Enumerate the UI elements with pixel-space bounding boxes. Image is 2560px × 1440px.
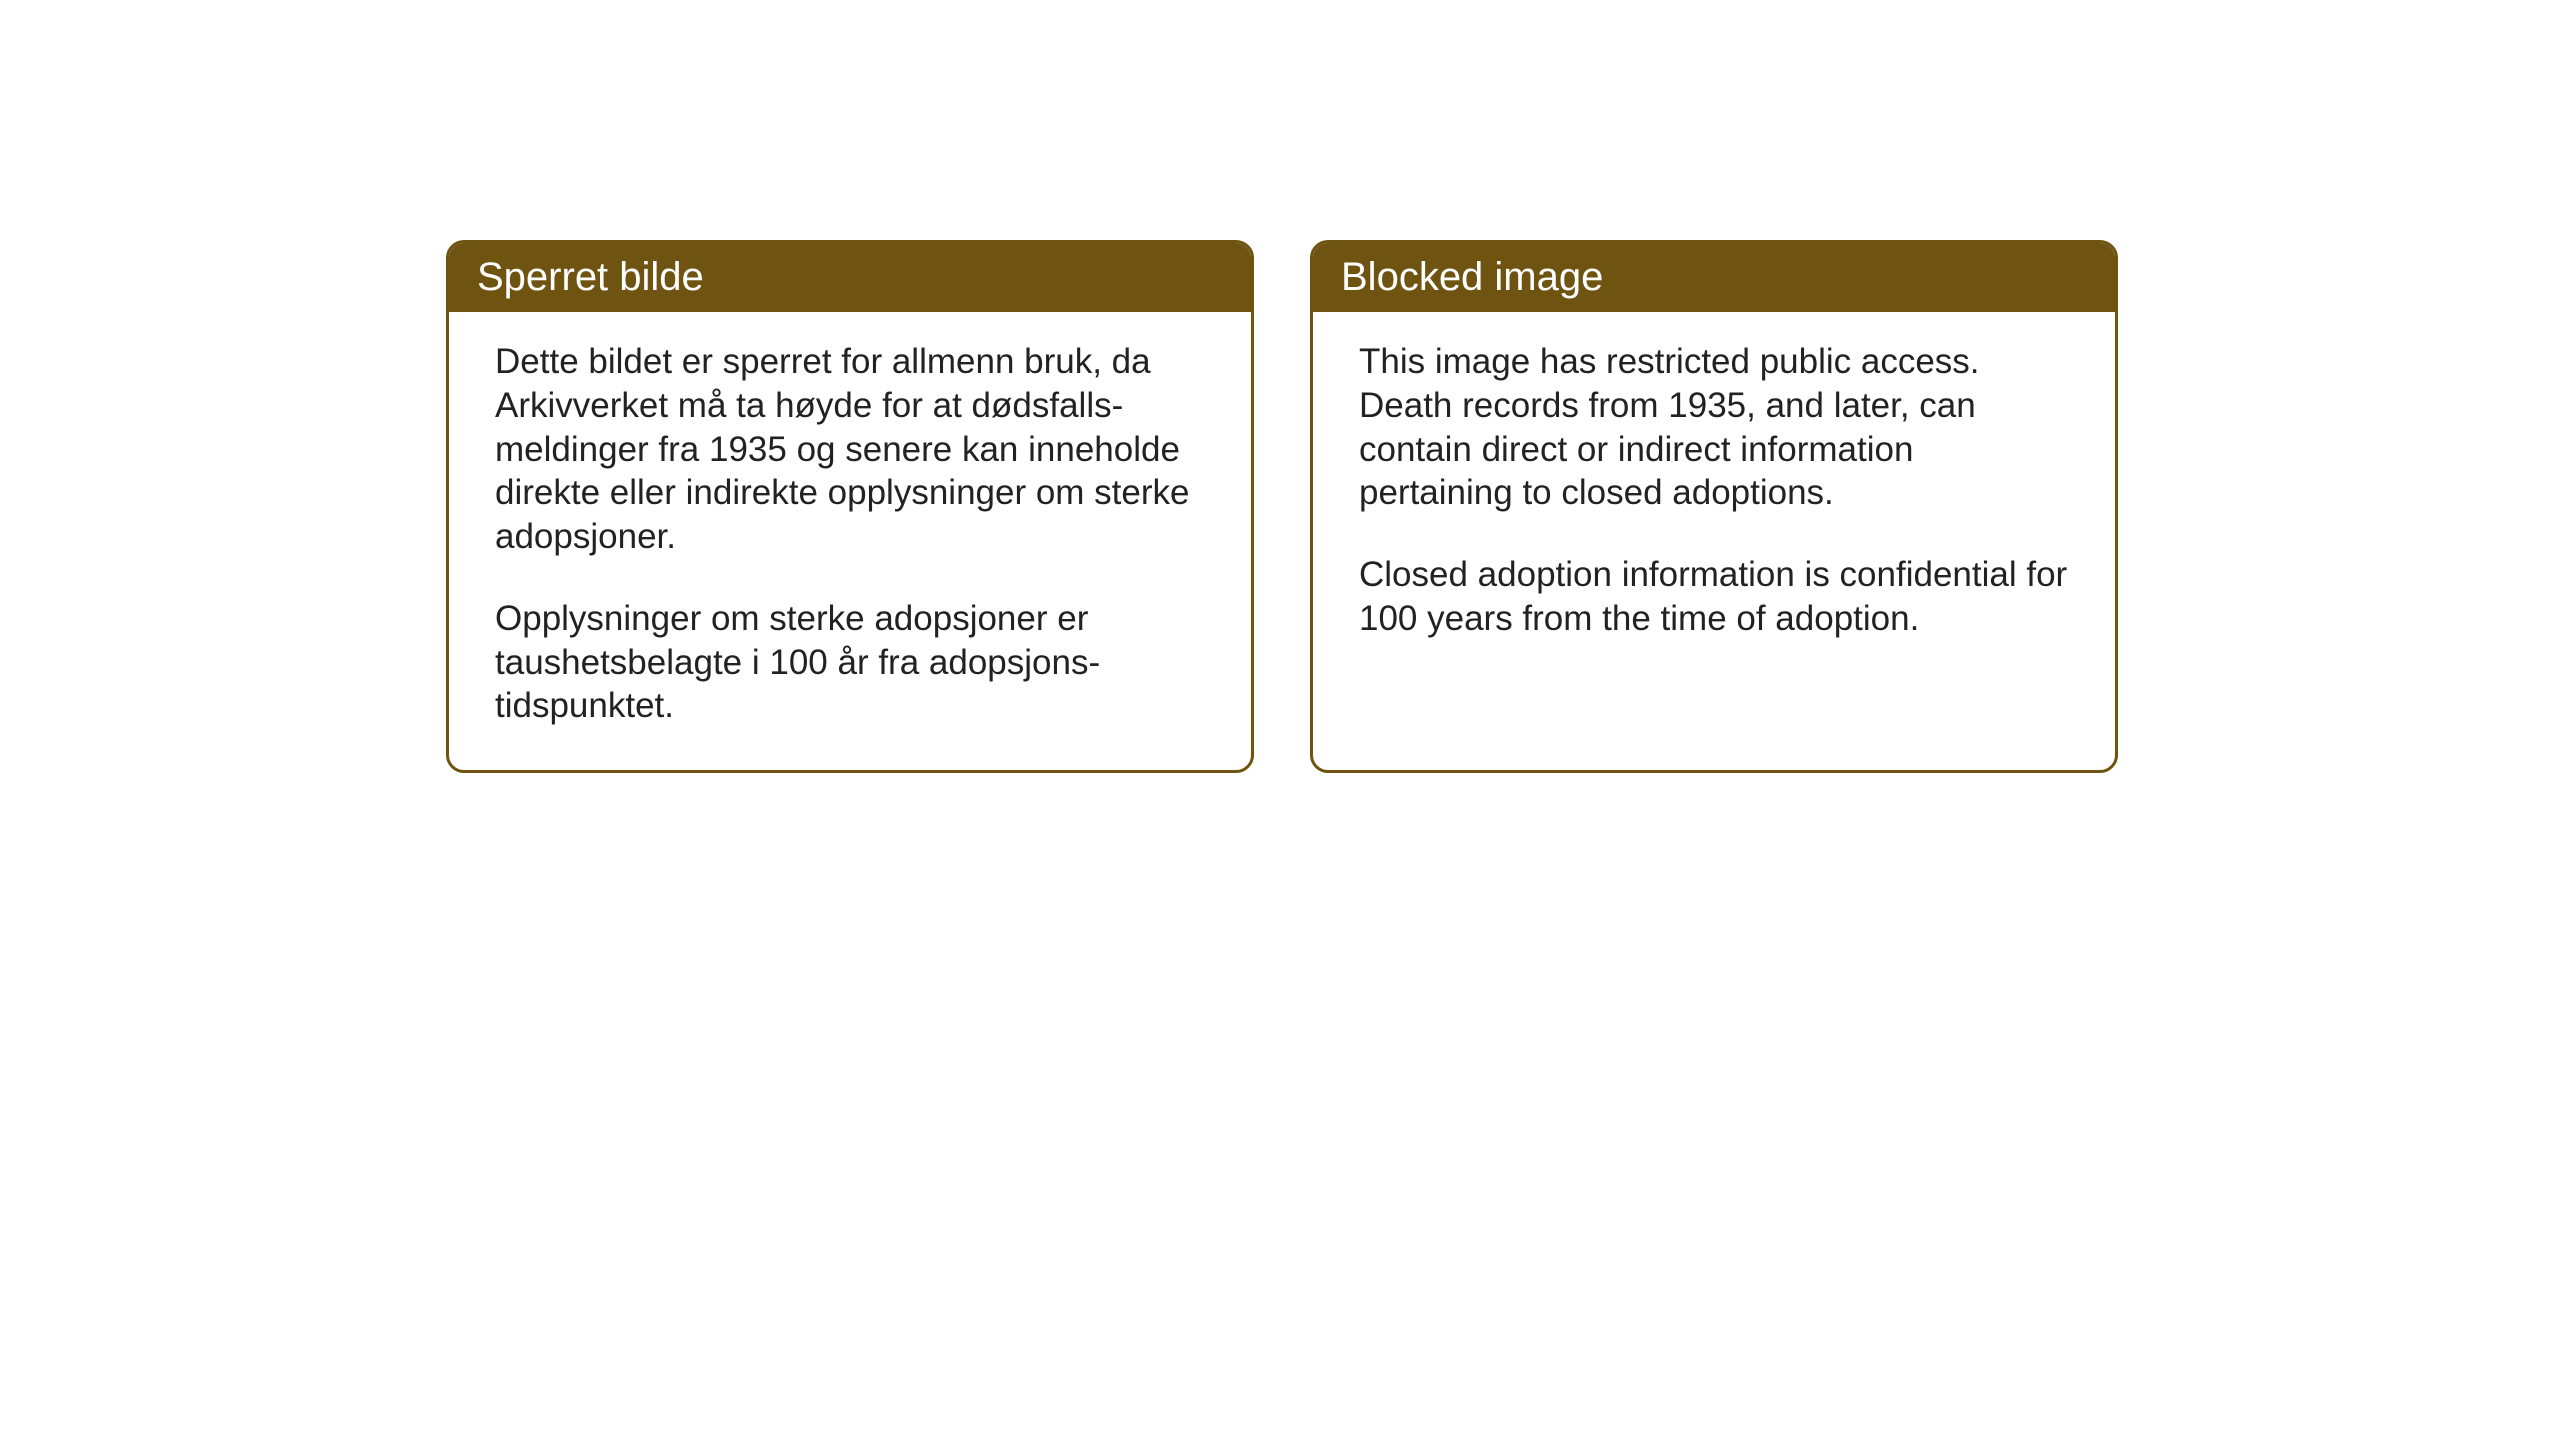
norwegian-paragraph-1: Dette bildet er sperret for allmenn bruk…: [495, 340, 1205, 559]
english-paragraph-1: This image has restricted public access.…: [1359, 340, 2069, 515]
norwegian-card-title: Sperret bilde: [449, 243, 1251, 312]
english-card-body: This image has restricted public access.…: [1313, 312, 2115, 683]
norwegian-paragraph-2: Opplysninger om sterke adopsjoner er tau…: [495, 597, 1205, 728]
notice-cards-container: Sperret bilde Dette bildet er sperret fo…: [446, 240, 2118, 773]
norwegian-card-body: Dette bildet er sperret for allmenn bruk…: [449, 312, 1251, 770]
english-card-title: Blocked image: [1313, 243, 2115, 312]
english-paragraph-2: Closed adoption information is confident…: [1359, 553, 2069, 641]
norwegian-notice-card: Sperret bilde Dette bildet er sperret fo…: [446, 240, 1254, 773]
english-notice-card: Blocked image This image has restricted …: [1310, 240, 2118, 773]
